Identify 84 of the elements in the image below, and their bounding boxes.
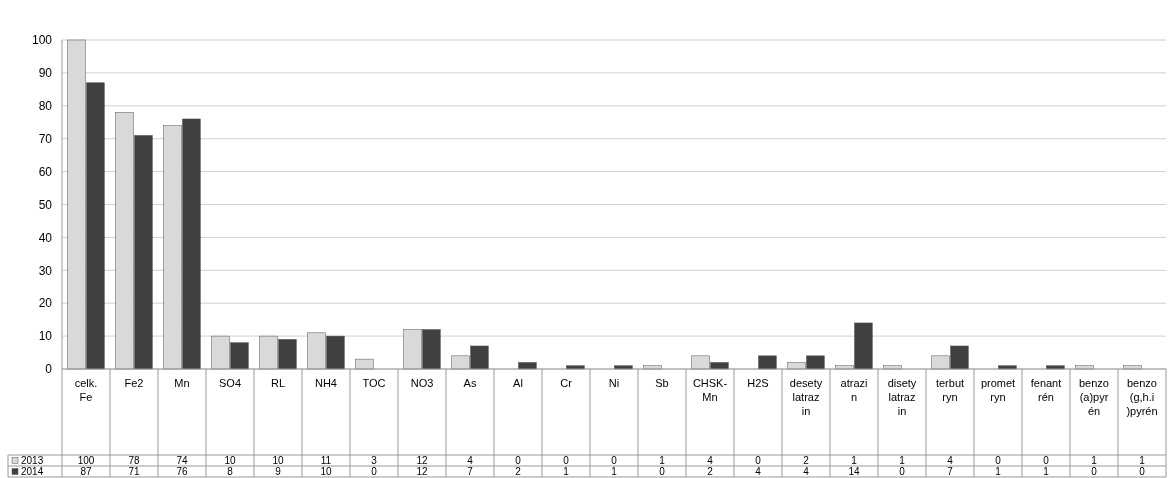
data-label: 11 [320,455,332,466]
x-tick-label: desetylatrazin [789,377,823,417]
data-label: 0 [755,455,762,466]
data-label: 7 [947,466,954,477]
y-tick-label: 20 [38,296,53,311]
data-label: 4 [803,466,810,477]
x-tick-label: RL [270,377,286,389]
data-label: 0 [1139,466,1146,477]
data-label: 1 [1091,455,1098,466]
y-tick-label: 100 [31,33,53,48]
data-label: 0 [563,455,570,466]
data-label: 0 [611,455,618,466]
data-label: 2 [707,466,714,477]
x-tick-label: As [463,377,477,389]
x-tick-label: celk. Fe [74,377,98,403]
data-label: 7 [467,466,474,477]
x-tick-label: Ni [608,377,620,389]
data-label: 0 [995,455,1002,466]
x-tick-label: disetylatrazin [887,377,917,417]
data-label: 4 [755,466,762,477]
data-label: 1 [563,466,570,477]
x-tick-label: Al [513,377,523,389]
x-tick-label: fenantrén [1030,377,1062,403]
x-tick-label: Fe2 [124,377,144,389]
data-label: 0 [659,466,666,477]
bar [355,358,374,370]
x-tick-label: atrazin [840,377,868,403]
y-tick-label: 30 [38,263,53,278]
data-label: 12 [416,466,428,477]
data-label: 10 [224,455,236,466]
data-label: 3 [371,455,378,466]
data-label: 1 [611,466,618,477]
x-tick-label: Sb [655,377,669,389]
y-tick-label: 70 [38,131,53,146]
data-label: 10 [320,466,332,477]
data-label: 74 [176,455,188,466]
y-tick-label: 90 [38,66,53,81]
x-tick-label: NO3 [410,377,434,389]
legend-label: 2013 [21,455,44,466]
data-label: 14 [848,466,860,477]
x-tick-label: TOC [362,377,386,389]
x-tick-label: terbutryn [935,377,965,403]
y-tick-label: 80 [38,99,53,113]
data-label: 0 [899,466,906,477]
data-label: 0 [1043,455,1050,466]
y-tick-label: 50 [38,197,53,212]
x-tick-label: SO4 [218,377,242,389]
data-label: 10 [272,455,284,466]
y-tick-label: 0 [45,362,53,377]
x-tick-label: Cr [560,377,573,389]
x-tick-label: benzo(a)pyrén [1079,377,1109,417]
data-label: 76 [176,466,188,477]
data-label: 1 [1139,455,1146,466]
data-label: 0 [515,455,522,466]
data-label: 71 [128,466,140,477]
data-label: 8 [227,466,234,477]
data-label: 0 [1091,466,1098,477]
x-tick-label: CHSK-Mn [692,377,728,403]
data-label: 87 [80,466,92,477]
x-tick-label: prometryn [980,377,1016,403]
x-tick-label: H2S [747,377,769,389]
data-label: 4 [707,455,714,466]
data-label: 1 [995,466,1002,477]
x-tick-label: benzo(g,h.i)pyrén [1126,377,1158,417]
x-tick-label: NH4 [314,377,338,389]
data-label: 1 [1043,466,1050,477]
x-tick-label: Mn [174,377,190,389]
data-label: 1 [899,455,906,466]
data-label: 12 [416,455,428,466]
legend-label: 2014 [21,466,44,477]
data-label: 2 [803,455,810,466]
data-label: 2 [515,466,522,477]
y-tick-label: 40 [38,230,53,245]
data-label: 0 [371,466,378,477]
data-label: 4 [467,455,474,466]
data-label: 9 [275,466,282,477]
data-label: 78 [128,455,140,466]
data-label: 1 [851,455,858,466]
data-label: 100 [77,455,95,466]
y-tick-label: 60 [38,164,53,179]
bar [758,355,777,370]
y-tick-label: 10 [38,329,53,344]
data-label: 1 [659,455,666,466]
data-label: 4 [947,455,954,466]
